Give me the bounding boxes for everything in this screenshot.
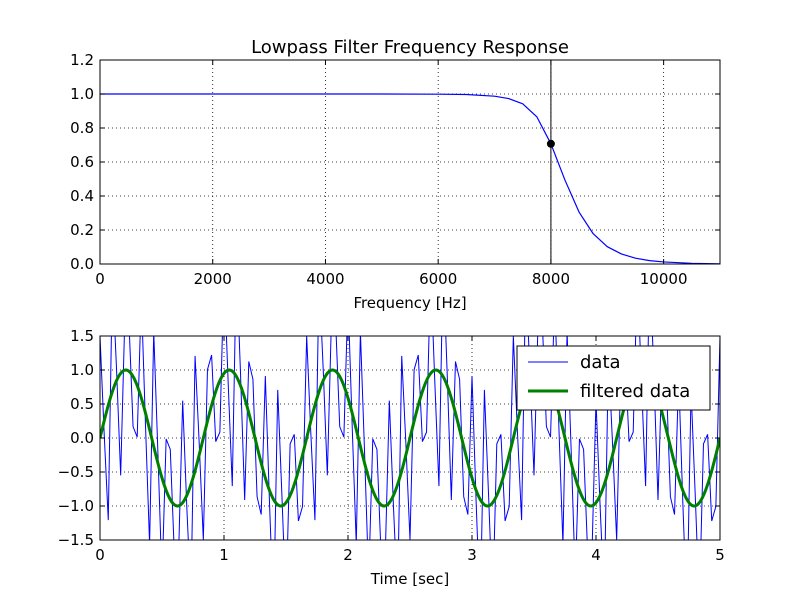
bottom-y-tick-label: 1.0	[70, 361, 94, 379]
top-x-axis-label: Frequency [Hz]	[353, 294, 466, 312]
bottom-plot-area	[100, 336, 720, 540]
top-x-tick-label: 8000	[532, 270, 570, 288]
top-y-tick-label: 1.0	[70, 85, 94, 103]
bottom-y-tick-label: −1.0	[58, 497, 94, 515]
chart-title: Lowpass Filter Frequency Response	[251, 37, 569, 58]
bottom-y-tick-label: 0.5	[70, 395, 94, 413]
bottom-x-tick-label: 2	[343, 546, 353, 564]
bottom-y-tick-label: 0.0	[70, 429, 94, 447]
legend-filtered-label: filtered data	[580, 381, 690, 402]
bottom-x-axis-label: Time [sec]	[370, 570, 449, 588]
bottom-x-tick-label: 5	[715, 546, 725, 564]
bottom-ticks: 0 1 2 3 4 5 −1.5 −1.0 −0.5 0.0 0.5 1.0 1.5	[58, 327, 725, 564]
bottom-y-tick-label: −1.5	[58, 531, 94, 549]
cutoff-marker	[546, 139, 555, 148]
bottom-x-tick-label: 3	[467, 546, 477, 564]
top-x-tick-label: 6000	[419, 270, 457, 288]
top-y-tick-label: 0.6	[70, 153, 94, 171]
frequency-response-chart: Lowpass Filter Frequency Response 0 2000 4…	[70, 37, 721, 312]
top-y-tick-label: 0.2	[70, 221, 94, 239]
top-x-tick-label: 0	[95, 270, 105, 288]
top-y-tick-label: 0.8	[70, 119, 94, 137]
signal-chart: 0 1 2 3 4 5 −1.5 −1.0 −0.5 0.0 0.5 1.0 1.5 Time [sec…	[58, 327, 725, 588]
top-y-tick-label: 0.0	[70, 255, 94, 273]
frequency-response-line	[100, 93, 721, 265]
top-x-tick-label: 10000	[640, 270, 688, 288]
top-grid	[100, 60, 720, 264]
bottom-x-tick-label: 1	[219, 546, 229, 564]
top-plot-area	[100, 60, 721, 265]
filtered-series-line	[100, 368, 720, 508]
bottom-x-tick-label: 4	[591, 546, 601, 564]
legend-frame	[516, 345, 711, 411]
top-ticks: 0 2000 4000 6000 8000 10000 0.0 0.2 0.4 0.6 0.8 1.0…	[70, 51, 720, 288]
top-x-tick-label: 4000	[306, 270, 344, 288]
bottom-y-tick-label: 1.5	[70, 327, 94, 345]
bottom-y-tick-label: −0.5	[58, 463, 94, 481]
top-y-tick-label: 0.4	[70, 187, 94, 205]
legend: data filtered data	[516, 345, 711, 411]
legend-data-label: data	[580, 352, 621, 373]
top-y-tick-label: 1.2	[70, 51, 94, 69]
bottom-x-tick-label: 0	[95, 546, 105, 564]
top-x-tick-label: 2000	[194, 270, 232, 288]
